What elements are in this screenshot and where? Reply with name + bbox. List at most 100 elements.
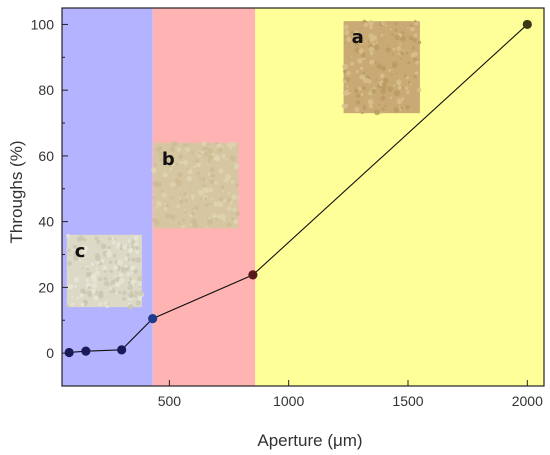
sample-photo-c-speck [108, 260, 113, 264]
sample-photo-b-speck [227, 206, 232, 211]
sample-photo-c-speck [95, 267, 98, 270]
sample-photo-c-speck [126, 272, 131, 277]
sample-photo-b-speck [170, 196, 173, 200]
sample-photo-a-speck [361, 39, 364, 42]
sample-photo-c-speck [139, 285, 142, 288]
sample-photo-c-speck [128, 292, 135, 299]
sample-photo-b-speck [177, 172, 183, 178]
sample-photo-b: b [151, 140, 240, 229]
sample-photo-c-speck [82, 267, 84, 270]
sample-photo-b-speck [231, 142, 237, 147]
sample-photo-b-speck [210, 173, 215, 178]
sample-photo-a-speck [396, 98, 403, 105]
sample-photo-a-speck [394, 28, 398, 32]
sample-photo-b-speck [218, 196, 223, 201]
sample-photo-b-speck [207, 172, 211, 176]
sample-photo-c-speck [105, 289, 108, 292]
sample-photo-b-speck [176, 204, 180, 208]
y-tick-label: 60 [38, 148, 54, 164]
sample-photo-a-speck [362, 57, 366, 61]
sample-photo-c-speck [109, 269, 113, 274]
sample-photo-a-speck [355, 100, 361, 105]
sample-photo-b-speck [183, 192, 188, 197]
sample-photo-b-speck [165, 203, 170, 208]
sample-photo-a-speck [397, 85, 402, 90]
sample-photo-c-speck [103, 276, 108, 281]
sample-photo-b-speck [235, 211, 240, 216]
x-tick-label: 1500 [392, 393, 423, 409]
y-tick-label: 20 [38, 279, 54, 295]
sample-photo-c-speck [103, 270, 107, 274]
sample-photo-b-speck [213, 154, 220, 161]
sample-photo-a-speck [343, 24, 349, 30]
sample-photo-c-speck [110, 282, 113, 286]
sample-photo-b-speck [161, 192, 167, 198]
sample-photo-a-speck [411, 46, 415, 50]
sample-photo-a-speck [417, 40, 422, 45]
sample-photo-c-speck [90, 262, 95, 267]
sample-photo-a-speck [360, 93, 364, 97]
sample-photo-a-speck [342, 63, 349, 70]
sample-photo-b-speck [211, 213, 217, 219]
sample-photo-a-speck [413, 57, 417, 62]
sample-photo-c-speck [76, 296, 79, 300]
sample-photo-c-speck [73, 276, 80, 283]
sample-photo-b-speck [233, 163, 240, 170]
sample-photo-b-speck [151, 167, 157, 174]
sample-photo-a-speck [397, 52, 401, 56]
sample-photo-c-speck [97, 292, 104, 299]
sample-photo-c-speck [86, 290, 92, 296]
sample-photo-a-speck [348, 90, 351, 93]
sample-photo-a-speck [374, 60, 378, 64]
sample-photo-c-speck [138, 290, 144, 296]
sample-photo-a-speck [391, 53, 394, 56]
sample-photo-a-speck [400, 35, 407, 42]
data-point [148, 314, 158, 324]
data-point [522, 19, 532, 30]
sample-photo-c-speck [111, 237, 115, 240]
sample-photo-b-speck [199, 150, 202, 153]
data-point [81, 346, 91, 356]
sample-photo-b-speck [159, 157, 164, 162]
sample-photo-c-speck [127, 248, 133, 254]
sample-photo-c-speck [126, 253, 130, 257]
sample-photo-b-speck [222, 199, 227, 203]
sample-photo-c-speck [118, 290, 122, 294]
sample-photo-c-speck [67, 283, 74, 290]
sample-photo-a-speck [362, 86, 367, 91]
sample-photo-c-speck [73, 255, 79, 262]
sample-photo-b-speck [224, 178, 229, 183]
sample-photo-a-speck [413, 75, 417, 79]
sample-photo-b-speck [153, 163, 157, 167]
sample-photo-a-speck [405, 104, 410, 110]
sample-photo-b-speck [205, 225, 208, 229]
x-tick-label: 500 [158, 393, 182, 409]
sample-photo-a-speck [415, 60, 419, 65]
sample-photo-a-speck [350, 61, 355, 66]
sample-photo-c-speck [127, 238, 132, 243]
sample-photo-b-speck [201, 141, 208, 147]
sample-photo-c-speck [134, 290, 139, 295]
sample-photo-a-speck [364, 40, 366, 42]
sample-photo-b-speck [225, 162, 228, 165]
sample-photo-a-speck [381, 73, 384, 76]
sample-photo-b-speck [183, 210, 186, 214]
sample-photo-b-speck [183, 209, 186, 212]
sample-photo-a-speck [371, 88, 376, 94]
sample-photo-a-speck [404, 86, 409, 90]
sample-photo-c-speck [135, 300, 141, 306]
sample-photo-c-speck [67, 262, 71, 266]
sample-photo-b-speck [176, 147, 182, 152]
sample-photo-b-speck [233, 219, 239, 225]
sample-photo-c-speck [90, 273, 97, 280]
sample-photo-b-speck [201, 177, 207, 183]
sample-photo-a-speck [375, 78, 378, 81]
sample-photo-a-speck [409, 26, 415, 32]
sample-photo-b-speck [210, 202, 213, 205]
sample-photo-b-speck [195, 161, 201, 168]
sample-photo-a-speck [362, 71, 366, 75]
sample-photo-c-speck [124, 256, 129, 261]
sample-photo-c-speck [76, 236, 82, 242]
sample-photo-b-speck [186, 168, 189, 171]
